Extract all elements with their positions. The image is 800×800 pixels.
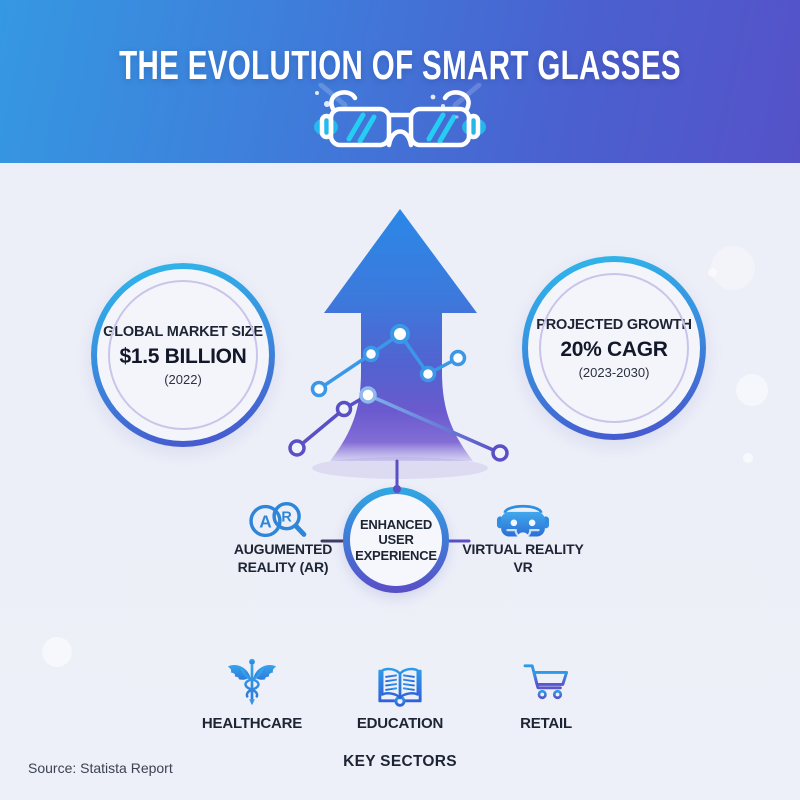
ar-label-line2: REALITY (AR) bbox=[237, 558, 329, 575]
projected-growth-label: PROJECTED GROWTH bbox=[536, 316, 692, 333]
ar-letter-a: A bbox=[259, 511, 272, 531]
enhanced-experience-circle: ENHANCED USER EXPERIENCE bbox=[343, 487, 449, 593]
augmented-reality-label: AUGUMENTED REALITY (AR) bbox=[203, 541, 363, 576]
glow-blob bbox=[314, 118, 338, 136]
trend-node-peak bbox=[390, 324, 410, 344]
vr-label-line1: VIRTUAL REALITY bbox=[462, 541, 584, 557]
trend-line-purple bbox=[295, 393, 370, 450]
trend-nodes-blue bbox=[310, 345, 467, 398]
projected-growth-period: (2023-2030) bbox=[578, 364, 650, 380]
arrow-shadow bbox=[312, 457, 488, 479]
glow-blob bbox=[462, 118, 486, 136]
sparkle-dot bbox=[441, 104, 445, 108]
sparkle-dot bbox=[455, 115, 459, 119]
trend-line-purple-segment bbox=[366, 393, 502, 455]
bg-blob bbox=[711, 246, 755, 290]
trend-node-light bbox=[359, 386, 377, 404]
sector-label-healthcare: HEALTHCARE bbox=[201, 715, 303, 732]
caduceus-icon bbox=[227, 658, 277, 706]
key-sectors-title: KEY SECTORS bbox=[343, 753, 457, 770]
connector-dot bbox=[393, 485, 401, 493]
market-size-label: GLOBAL MARKET SIZE bbox=[103, 323, 263, 340]
growth-arrow bbox=[324, 209, 477, 461]
projected-growth-value: 20% CAGR bbox=[560, 337, 668, 361]
glasses-frame bbox=[319, 90, 481, 148]
ar-magnifier-icon: A R bbox=[249, 501, 307, 538]
source-text: Source: Statista Report bbox=[28, 760, 173, 776]
market-size-value: $1.5 BILLION bbox=[119, 344, 247, 368]
virtual-reality-label: VIRTUAL REALITY VR bbox=[443, 541, 603, 576]
vr-headset-icon bbox=[496, 504, 550, 542]
trend-nodes-purple bbox=[288, 400, 509, 462]
sector-label-retail: RETAIL bbox=[520, 715, 572, 732]
bg-blob bbox=[736, 374, 768, 406]
experience-line1: ENHANCED bbox=[359, 516, 433, 532]
vr-label-line2: VR bbox=[513, 558, 533, 575]
page-title: THE EVOLUTION OF SMART GLASSES bbox=[119, 42, 681, 88]
lens-streaks bbox=[346, 112, 457, 144]
bg-blob bbox=[42, 637, 72, 667]
smart-glasses-icon bbox=[314, 83, 486, 148]
experience-line2: USER bbox=[378, 532, 414, 548]
bg-blob bbox=[743, 453, 753, 463]
market-size-circle: GLOBAL MARKET SIZE $1.5 BILLION (2022) bbox=[91, 263, 275, 447]
projected-growth-circle: PROJECTED GROWTH 20% CAGR (2023-2030) bbox=[522, 256, 706, 440]
trend-line-blue bbox=[317, 331, 460, 391]
bg-blob bbox=[708, 268, 717, 277]
open-book-icon bbox=[378, 667, 422, 707]
sparkle-dot bbox=[324, 101, 330, 107]
ar-letter-r: R bbox=[281, 509, 292, 525]
ar-label-line1: AUGUMENTED bbox=[233, 541, 333, 557]
shopping-cart-icon bbox=[523, 664, 569, 700]
sector-label-education: EDUCATION bbox=[356, 715, 444, 732]
experience-line3: EXPERIENCE bbox=[355, 547, 437, 563]
header-banner: THE EVOLUTION OF SMART GLASSES bbox=[0, 0, 800, 163]
sparkle-dot bbox=[430, 94, 436, 100]
market-size-period: (2022) bbox=[164, 371, 202, 387]
sparkle-dot bbox=[315, 91, 319, 95]
